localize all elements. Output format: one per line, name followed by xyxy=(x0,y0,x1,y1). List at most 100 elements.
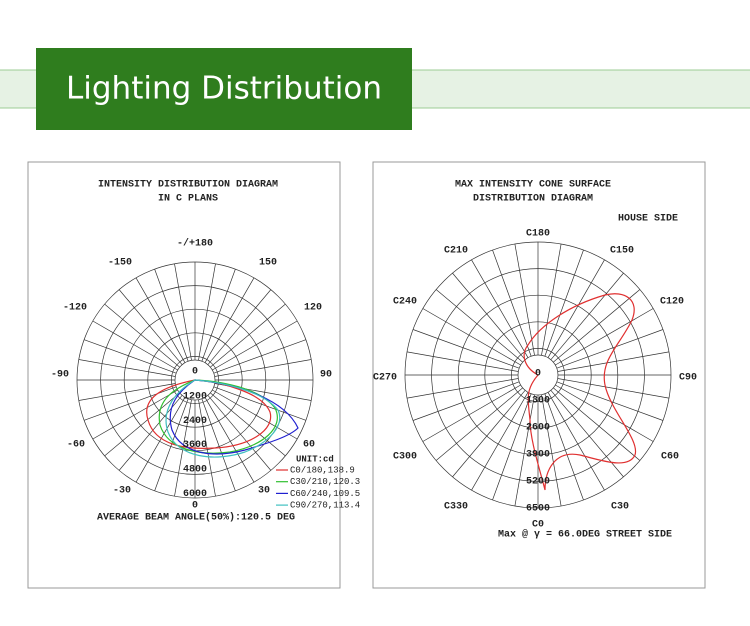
polar-spoke xyxy=(422,384,521,442)
ring-label: 1200 xyxy=(183,392,207,403)
polar-spoke xyxy=(541,394,562,507)
unit-label: UNIT:cd xyxy=(296,454,334,464)
side-label: HOUSE SIDE xyxy=(618,214,678,225)
ring-label: 1300 xyxy=(526,396,550,407)
angle-label: 30 xyxy=(258,486,270,497)
polar-spoke xyxy=(204,397,255,483)
curve-c90 xyxy=(165,379,281,458)
polar-spoke xyxy=(201,398,236,492)
angle-label: -150 xyxy=(108,258,132,269)
angle-label: C270 xyxy=(373,373,397,384)
polar-spoke xyxy=(201,268,236,362)
diagram-title: MAX INTENSITY CONE SURFACE xyxy=(455,180,611,191)
polar-spoke xyxy=(556,381,664,421)
curve-c60 xyxy=(169,379,299,455)
polar-spoke xyxy=(198,263,216,361)
polar-spoke xyxy=(514,243,535,356)
polar-spoke xyxy=(174,263,192,361)
polar-spoke xyxy=(212,320,298,371)
angle-label: 150 xyxy=(259,258,277,269)
polar-spoke xyxy=(78,383,176,401)
ring-label: 4800 xyxy=(183,465,207,476)
polar-spoke xyxy=(492,249,532,357)
angle-label: 0 xyxy=(192,367,198,378)
footer-note: Max @ γ = 66.0DEG STREET SIDE xyxy=(498,529,672,541)
polar-spoke xyxy=(406,351,519,372)
angle-label: -60 xyxy=(67,440,85,451)
polar-spoke xyxy=(547,259,605,358)
polar-spoke xyxy=(214,359,312,377)
angle-label: C0 xyxy=(532,520,544,531)
angle-label: 60 xyxy=(303,440,315,451)
polar-spoke xyxy=(406,378,519,399)
diagram-title: INTENSITY DISTRIBUTION DIAGRAM xyxy=(98,180,278,191)
angle-label: C300 xyxy=(393,452,417,463)
polar-spoke xyxy=(514,394,535,507)
angle-label: C60 xyxy=(661,452,679,463)
polar-spoke xyxy=(207,289,272,365)
polar-spoke xyxy=(435,289,523,363)
ring-label: 2400 xyxy=(183,416,207,427)
legend-label: C60/240,109.5 xyxy=(290,489,360,499)
polar-spoke xyxy=(213,386,307,421)
polar-spoke xyxy=(210,392,286,457)
cone-curve xyxy=(523,293,637,491)
legend-label: C30/210,120.3 xyxy=(290,477,360,487)
footer-note: AVERAGE BEAM ANGLE(50%):120.5 DEG xyxy=(97,512,295,524)
polar-spoke xyxy=(210,303,286,368)
angle-label: 0 xyxy=(192,501,198,512)
polar-spoke xyxy=(104,392,180,457)
polar-spoke xyxy=(452,390,526,478)
polar-spoke xyxy=(154,268,189,362)
polar-spoke xyxy=(544,393,584,501)
angle-label: 120 xyxy=(304,303,322,314)
polar-spoke xyxy=(213,339,307,374)
diagram-title: DISTRIBUTION DIAGRAM xyxy=(473,194,593,205)
angle-label: C120 xyxy=(660,297,684,308)
polar-spoke xyxy=(557,378,670,399)
angle-label: 90 xyxy=(320,370,332,381)
polar-spoke xyxy=(135,277,186,363)
diagram-title: IN C PLANS xyxy=(158,194,218,205)
angle-label: C180 xyxy=(526,229,550,240)
ring-label: 5200 xyxy=(526,477,550,488)
polar-spoke xyxy=(471,392,529,491)
polar-spoke xyxy=(83,339,177,374)
polar-spoke xyxy=(547,392,605,491)
polar-spoke xyxy=(435,387,523,461)
polar-spoke xyxy=(452,272,526,360)
polar-spoke xyxy=(556,329,664,369)
angle-label: C330 xyxy=(444,502,468,513)
polar-spoke xyxy=(492,393,532,501)
ring-label: 3900 xyxy=(526,450,550,461)
ring-label: 0 xyxy=(535,369,541,380)
angle-label: C240 xyxy=(393,297,417,308)
header-box xyxy=(36,48,412,130)
polar-spoke xyxy=(555,308,654,366)
angle-label: C210 xyxy=(444,246,468,257)
polar-spoke xyxy=(544,249,584,357)
polar-spoke xyxy=(135,397,186,483)
polar-spoke xyxy=(78,359,176,377)
polar-spoke xyxy=(212,389,298,440)
polar-spoke xyxy=(422,308,521,366)
curve-c0 xyxy=(146,379,272,449)
polar-spoke xyxy=(541,243,562,356)
polar-spoke xyxy=(92,389,178,440)
angle-label: -90 xyxy=(51,370,69,381)
polar-spoke xyxy=(412,329,520,369)
polar-spoke xyxy=(92,320,178,371)
polar-spoke xyxy=(553,289,641,363)
angle-label: C150 xyxy=(610,246,634,257)
polar-spoke xyxy=(412,381,520,421)
ring-label: 2600 xyxy=(526,423,550,434)
ring-label: 6000 xyxy=(183,489,207,500)
header-title: Lighting Distribution xyxy=(66,71,382,107)
legend-label: C90/270,113.4 xyxy=(290,500,360,510)
legend-label: C0/180,138.9 xyxy=(290,465,355,475)
ring-label: 3600 xyxy=(183,440,207,451)
angle-label: -30 xyxy=(113,486,131,497)
polar-spoke xyxy=(83,386,177,421)
left-curves xyxy=(146,379,299,458)
